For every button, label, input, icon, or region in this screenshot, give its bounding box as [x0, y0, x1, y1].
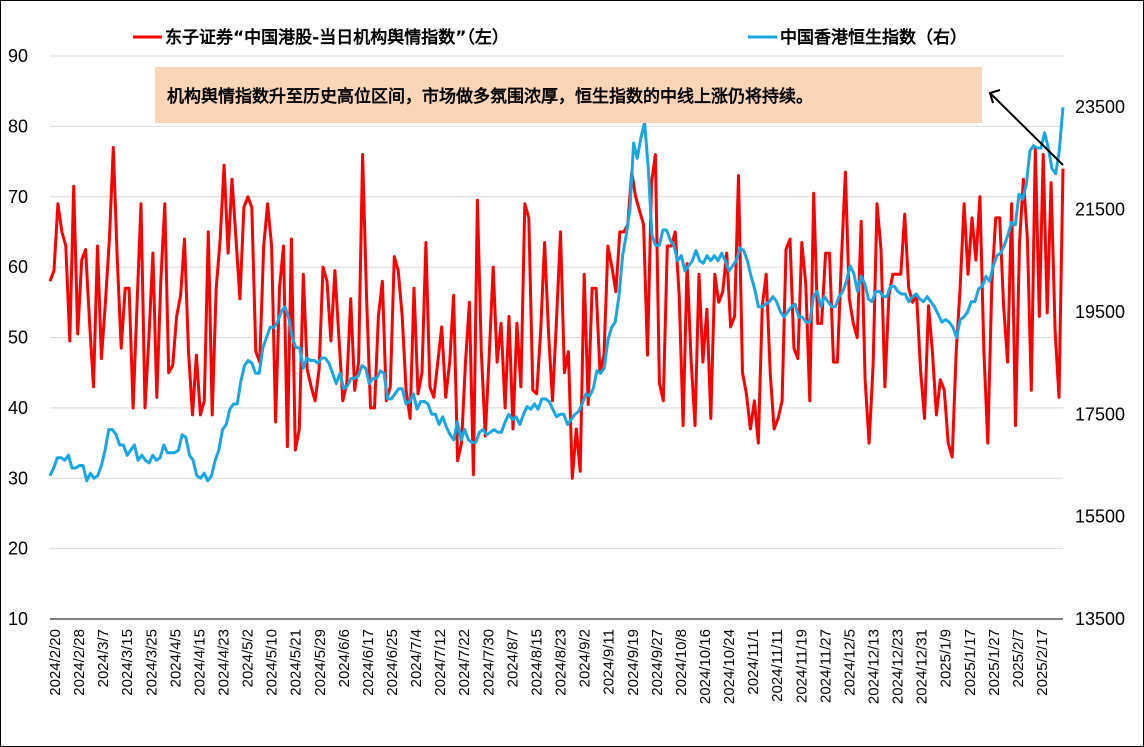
annotation-text: 机构舆情指数升至历史高位区间，市场做多氛围浓厚，恒生指数的中线上涨仍将持续。: [167, 86, 813, 107]
left-tick-label: 30: [8, 468, 28, 488]
x-tick-label: 2024/5/21: [288, 629, 305, 696]
x-tick-label: 2024/9/27: [649, 629, 666, 696]
x-tick-label: 2024/7/30: [480, 629, 497, 696]
x-tick-label: 2024/5/10: [264, 629, 281, 696]
left-tick-label: 10: [8, 609, 28, 629]
x-tick-label: 2024/10/16: [697, 629, 714, 704]
x-tick-label: 2024/5/29: [312, 629, 329, 696]
x-tick-label: 2024/9/2: [577, 629, 594, 687]
annotation-arrowhead: [988, 89, 1001, 104]
x-tick-label: 2025/1/27: [986, 629, 1003, 696]
x-tick-label: 2024/8/23: [553, 629, 570, 696]
left-axis-ticks: 10 20 30 40 50 60 70 80 90: [8, 46, 28, 629]
x-tick-label: 2024/6/17: [360, 629, 377, 696]
legend-label-sentiment: 东子证券“中国港股-当日机构舆情指数”（左）: [165, 27, 509, 48]
right-tick-label: 21500: [1075, 200, 1125, 220]
right-tick-label: 15500: [1075, 507, 1125, 527]
x-tick-label: 2024/10/24: [721, 629, 738, 704]
x-tick-label: 2024/12/5: [841, 629, 858, 696]
x-tick-label: 2024/6/25: [384, 629, 401, 696]
legend-label-hsi: 中国香港恒生指数（右）: [780, 27, 967, 48]
right-tick-label: 13500: [1075, 609, 1125, 629]
x-tick-label: 2024/12/13: [865, 629, 882, 704]
x-tick-label: 2024/8/15: [528, 629, 545, 696]
x-tick-label: 2024/9/11: [601, 629, 618, 695]
x-tick-label: 2025/2/7: [1010, 629, 1027, 687]
x-tick-label: 2025/1/17: [962, 629, 979, 696]
x-tick-label: 2024/11/11: [769, 629, 786, 702]
left-tick-label: 40: [8, 398, 28, 418]
annotation: 机构舆情指数升至历史高位区间，市场做多氛围浓厚，恒生指数的中线上涨仍将持续。: [155, 67, 1064, 166]
series-line-sentiment: [48, 146, 1065, 480]
x-tick-label: 2024/11/19: [793, 629, 810, 703]
x-tick-label: 2025/2/17: [1034, 629, 1051, 696]
x-tick-label: 2024/7/4: [408, 629, 425, 687]
annotation-box: [155, 67, 982, 123]
x-tick-label: 2024/10/8: [673, 629, 690, 696]
x-tick-label: 2024/6/6: [336, 629, 353, 687]
x-tick-label: 2024/7/22: [456, 629, 473, 696]
x-tick-label: 2024/3/7: [95, 629, 112, 687]
x-tick-label: 2024/4/15: [191, 629, 208, 696]
x-tick-label: 2025/1/9: [938, 629, 955, 687]
left-tick-label: 20: [8, 539, 28, 559]
right-tick-label: 17500: [1075, 404, 1125, 424]
right-tick-label: 19500: [1075, 302, 1125, 322]
x-tick-label: 2024/2/28: [71, 629, 88, 696]
x-tick-label: 2024/7/12: [432, 629, 449, 696]
x-tick-label: 2024/3/15: [119, 629, 136, 696]
x-axis-ticks: 2024/2/20 2024/2/28 2024/3/7 2024/3/15 2024/…: [47, 629, 1051, 704]
x-tick-label: 2024/4/5: [167, 629, 184, 687]
x-tick-label: 2024/2/20: [47, 629, 64, 696]
x-tick-label: 2024/9/19: [625, 629, 642, 696]
x-tick-label: 2024/12/31: [914, 629, 931, 704]
x-tick-label: 2024/3/25: [143, 629, 160, 696]
series-line-hsi: [48, 107, 1065, 483]
left-tick-label: 50: [8, 328, 28, 348]
right-axis-ticks: 13500 15500 17500 19500 21500 23500: [1075, 97, 1125, 629]
annotation-arrow: [989, 92, 1064, 166]
x-tick-label: 2024/11/27: [817, 629, 834, 703]
x-tick-label: 2024/4/23: [216, 629, 233, 696]
left-tick-label: 80: [8, 116, 28, 136]
left-tick-label: 60: [8, 257, 28, 277]
x-tick-label: 2024/11/1: [745, 629, 762, 695]
grid-lines: [50, 55, 1063, 620]
x-tick-label: 2024/12/23: [890, 629, 907, 704]
x-tick-label: 2024/5/2: [240, 629, 257, 687]
left-tick-label: 90: [8, 46, 28, 66]
x-tick-label: 2024/8/7: [504, 629, 521, 687]
right-tick-label: 23500: [1075, 97, 1125, 117]
series-lines: [48, 107, 1065, 483]
legend: 东子证券“中国港股-当日机构舆情指数”（左） 中国香港恒生指数（右）: [133, 27, 967, 48]
left-tick-label: 70: [8, 187, 28, 207]
